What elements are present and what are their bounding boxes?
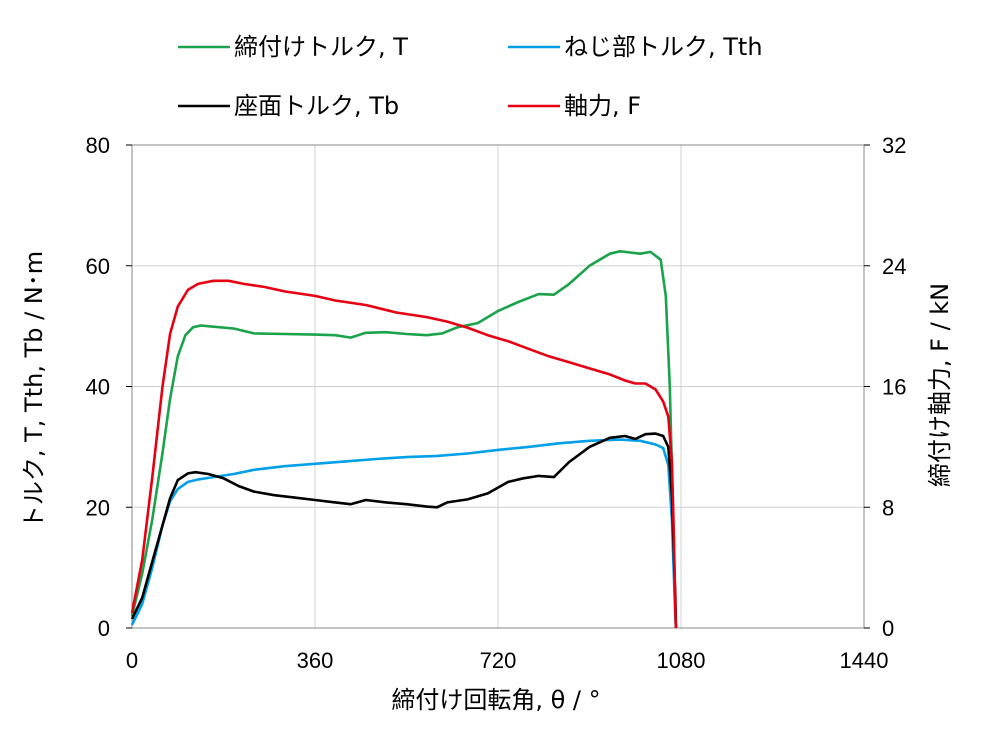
legend-label: ねじ部トルク, Tth	[564, 33, 763, 61]
x-tick-label: 0	[126, 648, 138, 673]
x-axis-ticks: 0 360 720 1080 1440	[126, 648, 889, 673]
y-left-tick-label: 80	[86, 133, 110, 158]
legend: 締付けトルク, T ねじ部トルク, Tth 座面トルク, Tb 軸力, F	[178, 33, 763, 120]
y-right-tick-label: 8	[882, 495, 894, 520]
y-left-axis-label: トルク, T, Tth, Tb / N･m	[20, 251, 48, 529]
y-right-axis-ticks: 0 8 16 24 32	[864, 133, 906, 641]
x-tick-label: 720	[480, 648, 517, 673]
series-line-0	[130, 250, 678, 629]
x-tick-label: 1440	[840, 648, 889, 673]
y-right-tick-label: 0	[882, 616, 894, 641]
y-left-tick-label: 0	[98, 616, 110, 641]
legend-label: 軸力, F	[564, 92, 641, 120]
y-left-tick-label: 40	[86, 375, 110, 400]
x-tick-label: 1080	[657, 648, 706, 673]
series-line-3	[130, 279, 678, 629]
y-left-tick-label: 60	[86, 254, 110, 279]
y-left-axis-ticks: 0 20 40 60 80	[86, 133, 132, 641]
y-right-axis-label: 締付け軸力, F / kN	[926, 283, 954, 487]
series-line-2	[130, 432, 678, 629]
y-right-tick-label: 32	[882, 133, 906, 158]
y-right-tick-label: 16	[882, 375, 906, 400]
x-axis-label: 締付け回転角, θ / °	[391, 686, 600, 714]
y-right-tick-label: 24	[882, 254, 906, 279]
series-layer	[130, 250, 678, 629]
legend-label: 締付けトルク, T	[234, 33, 408, 61]
x-tick-label: 360	[297, 648, 334, 673]
series-line-1	[130, 438, 678, 629]
grid-lines	[131, 144, 865, 629]
legend-label: 座面トルク, Tb	[234, 92, 399, 120]
y-left-tick-label: 20	[86, 495, 110, 520]
